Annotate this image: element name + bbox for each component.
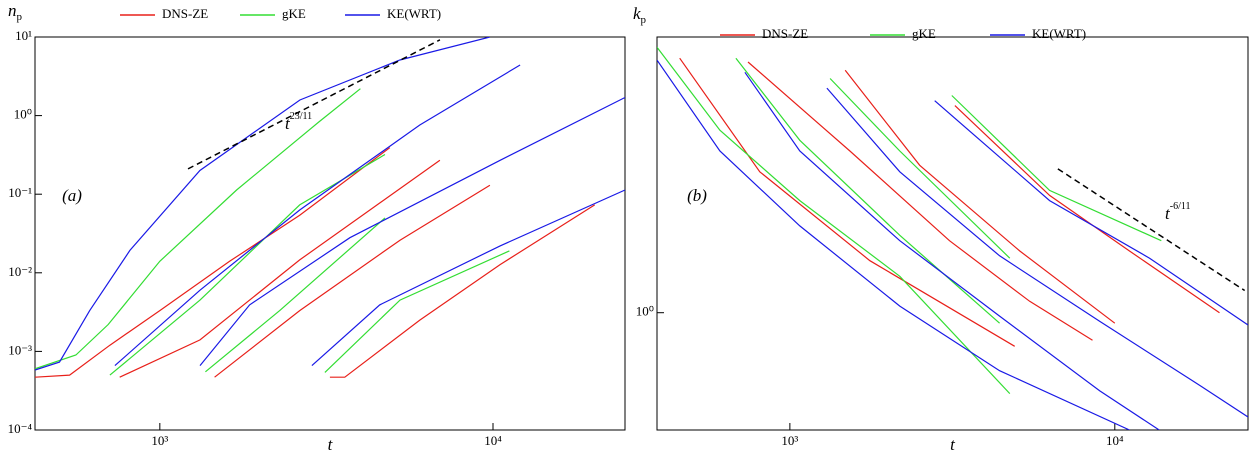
y-axis-symbol: k <box>633 4 641 23</box>
data-line <box>329 204 596 378</box>
data-line <box>657 59 1130 430</box>
data-line <box>205 217 386 373</box>
data-line <box>324 250 510 373</box>
guide-annotation: t23/11 <box>285 111 312 133</box>
x-axis-label: t <box>328 435 334 454</box>
legend-label: DNS-ZE <box>162 6 208 21</box>
y-tick-label: 10⁰ <box>636 304 654 319</box>
data-line <box>35 88 361 370</box>
y-tick-label: 10⁻⁴ <box>8 421 33 436</box>
data-line <box>747 61 1093 341</box>
guide-line <box>187 39 441 170</box>
data-line <box>829 78 1011 259</box>
guide-annotation: t-6/11 <box>1165 201 1190 223</box>
x-tick-label: 10³ <box>781 433 798 448</box>
data-line <box>735 57 1000 324</box>
annotation-exponent: 23/11 <box>290 111 312 122</box>
data-line <box>119 159 441 378</box>
data-line <box>951 95 1162 242</box>
legend-label: KE(WRT) <box>1032 26 1086 41</box>
panel-label: (b) <box>687 186 707 205</box>
data-line <box>844 69 1116 324</box>
y-axis-label: kp <box>633 4 647 26</box>
y-tick-label: 10⁻³ <box>8 342 32 357</box>
data-line <box>109 153 386 376</box>
data-line <box>934 100 1248 326</box>
guide-line <box>1057 168 1246 292</box>
y-tick-label: 10⁰ <box>14 107 32 122</box>
data-line <box>35 147 391 378</box>
y-tick-label: 10⁻¹ <box>8 185 32 200</box>
x-tick-label: 10⁴ <box>1106 433 1124 448</box>
data-line <box>311 189 625 367</box>
plot-area <box>35 37 625 378</box>
legend-label: KE(WRT) <box>387 6 441 21</box>
legend-label: DNS-ZE <box>762 26 808 41</box>
x-axis-label: t <box>950 435 956 454</box>
y-axis-symbol: n <box>8 1 17 20</box>
plot-frame <box>34 36 626 431</box>
y-axis-subscript: p <box>17 11 23 23</box>
data-line <box>199 96 625 366</box>
data-line <box>35 37 491 371</box>
data-line <box>826 87 1248 418</box>
y-tick-label: 10⁻² <box>8 264 32 279</box>
x-tick-label: 10⁴ <box>484 433 502 448</box>
annotation-base: t <box>1165 204 1171 223</box>
y-axis-subscript: p <box>641 14 647 26</box>
x-tick-label: 10³ <box>151 433 168 448</box>
data-line <box>744 71 1160 430</box>
data-line <box>679 57 1016 347</box>
plot-area <box>657 46 1248 430</box>
panel-label: (a) <box>62 186 82 205</box>
data-line <box>214 184 491 378</box>
data-line <box>657 46 1011 395</box>
y-tick-label: 10¹ <box>15 28 32 43</box>
y-axis-label: np <box>8 1 23 23</box>
annotation-exponent: -6/11 <box>1170 201 1191 212</box>
legend-label: gKE <box>912 26 936 41</box>
data-line <box>114 64 521 367</box>
legend-label: gKE <box>282 6 306 21</box>
annotation-base: t <box>285 114 291 133</box>
plot-frame <box>656 36 1249 431</box>
